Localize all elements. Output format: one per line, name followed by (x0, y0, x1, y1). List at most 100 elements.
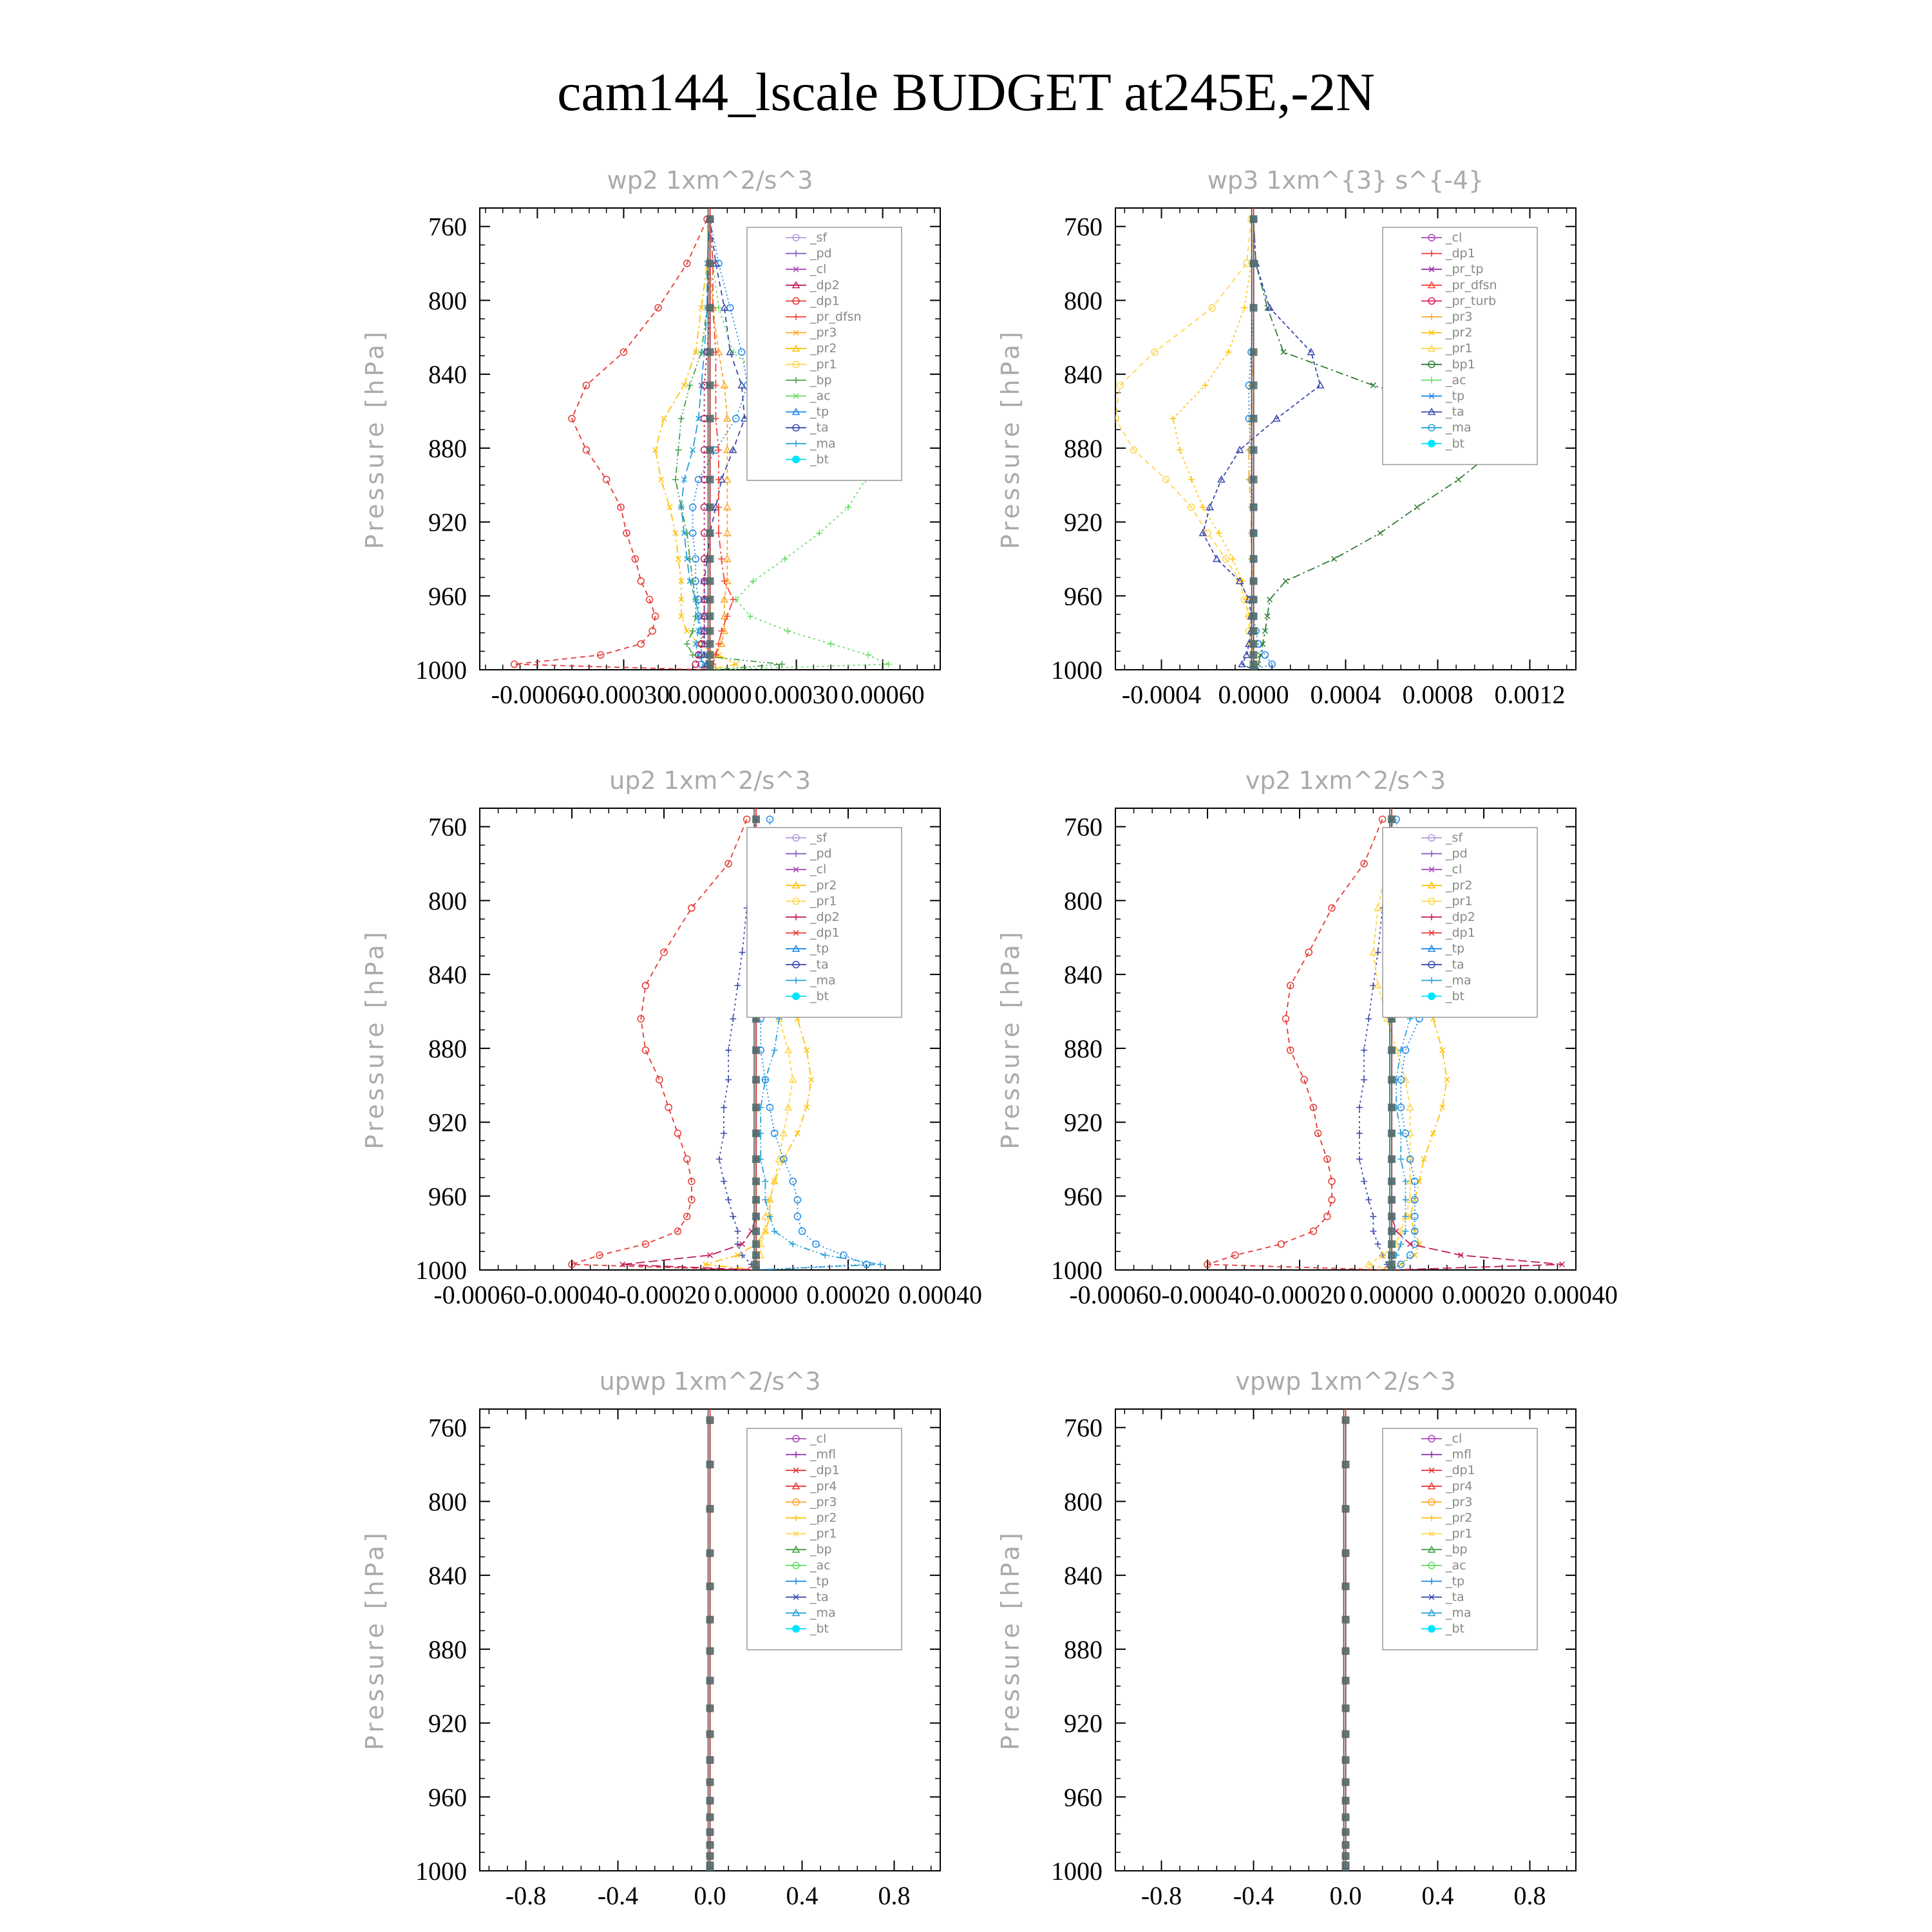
point-_pr3 (723, 414, 732, 422)
zero-marker (1249, 215, 1258, 223)
point-_ta (725, 1197, 732, 1204)
y-tick-label: 920 (1064, 1709, 1103, 1738)
legend-marker (1428, 234, 1435, 242)
legend-marker (1428, 361, 1435, 368)
zero-marker (706, 1615, 714, 1624)
point-_pr2 (1241, 304, 1248, 311)
point-_pr1 (1222, 555, 1230, 563)
point-_pr_dfsn (721, 578, 728, 585)
legend-marker (1428, 897, 1435, 905)
legend-marker (1428, 1562, 1435, 1569)
y-tick-label: 960 (1064, 582, 1103, 611)
panel-title: vpwp 1xm^2/s^3 (1235, 1367, 1455, 1396)
point-_pr2 (658, 477, 665, 483)
point-_pr2 (692, 349, 699, 355)
zero-marker (1249, 596, 1258, 604)
point-_ac (712, 667, 719, 670)
legend-label: _pr2 (1445, 1511, 1472, 1525)
legend-label: _dp1 (810, 294, 840, 308)
zero-marker (752, 1212, 760, 1220)
zero-marker (706, 1461, 714, 1469)
point-_ta (700, 639, 708, 647)
point-_tp (766, 1103, 774, 1112)
point-_pr2 (1421, 1156, 1427, 1162)
y-tick-label: 840 (1064, 960, 1103, 989)
point-_dp1 (623, 529, 630, 537)
point-_tp (1411, 1227, 1419, 1235)
y-tick-label: 920 (428, 508, 467, 537)
legend-label: _bt (810, 452, 829, 466)
point-_tp (1397, 1260, 1405, 1269)
x-tick-label: 0.4 (1422, 1881, 1454, 1910)
y-tick-label: 880 (1064, 1635, 1103, 1664)
point-_ta (1365, 1197, 1372, 1204)
y-tick-label: 800 (1064, 286, 1103, 315)
legend-label: _tp (810, 405, 829, 419)
legend-label: _pr4 (810, 1479, 837, 1493)
point-_pr1 (1151, 348, 1159, 356)
plot-area (1341, 1409, 1350, 1871)
legend-label: _pr1 (810, 894, 837, 908)
zero-marker (1388, 1103, 1396, 1112)
zero-marker (1388, 1266, 1396, 1270)
x-tick-label: -0.00040 (526, 1280, 618, 1309)
point-_pr2 (1444, 1077, 1450, 1083)
legend-label: _bt (810, 1622, 829, 1636)
point-_pr_dfsn (715, 446, 722, 453)
zero-marker (752, 1196, 760, 1204)
legend-marker (1427, 281, 1436, 289)
legend-label: _bt (1445, 1622, 1464, 1636)
point-_ma (822, 1252, 829, 1259)
point-_tp (770, 1130, 779, 1137)
zero-marker (706, 1813, 714, 1821)
legend-marker (1427, 1609, 1436, 1616)
point-_bp (689, 578, 696, 585)
y-tick-label: 880 (1064, 1034, 1103, 1063)
point-_bp1 (1331, 556, 1338, 562)
legend-label: _cl (810, 262, 826, 276)
zero-marker (1249, 666, 1258, 670)
point-_dp1 (1282, 1015, 1290, 1023)
zero-marker (706, 260, 714, 268)
point-_pr2 (652, 447, 659, 453)
y-tick-label: 1000 (415, 656, 467, 685)
point-_tp (726, 304, 734, 312)
point-_tp (798, 1227, 806, 1235)
zero-marker (706, 651, 714, 659)
legend-marker (1428, 297, 1435, 305)
legend-marker (791, 1609, 800, 1616)
zero-marker (706, 1828, 714, 1836)
point-_pr2 (678, 613, 685, 620)
legend-marker (1428, 930, 1435, 936)
point-_pr1 (1406, 1103, 1414, 1111)
point-_pr3 (723, 475, 732, 483)
y-tick-label: 800 (428, 886, 467, 915)
legend-marker (792, 1562, 800, 1569)
point-_dp1 (1328, 1196, 1336, 1204)
point-_tp (1406, 1251, 1414, 1259)
point-_ac (781, 555, 788, 562)
zero-marker (706, 554, 714, 563)
point-_ta (1370, 1213, 1377, 1220)
point-_pr2 (684, 628, 690, 634)
y-tick-label: 880 (428, 1034, 467, 1063)
point-_pr2 (661, 415, 667, 422)
y-tick-label: 800 (1064, 1487, 1103, 1516)
legend-marker (793, 866, 799, 873)
point-_ta (715, 1155, 723, 1162)
point-_dp1 (743, 815, 751, 823)
point-_bp (677, 415, 685, 422)
zero-marker (1388, 1227, 1396, 1235)
plot-frame (1115, 808, 1577, 1271)
point-_tp (812, 1240, 820, 1248)
point-_dp1 (637, 1015, 645, 1023)
point-_ma (877, 1261, 884, 1268)
x-tick-label: 0.00040 (1534, 1280, 1618, 1309)
point-_ma (696, 613, 702, 620)
point-_bp (683, 529, 690, 536)
y-tick-label: 800 (428, 1487, 467, 1516)
legend-label: _dp1 (810, 926, 840, 940)
point-_pr3 (723, 554, 732, 562)
zero-marker (1341, 1676, 1350, 1685)
